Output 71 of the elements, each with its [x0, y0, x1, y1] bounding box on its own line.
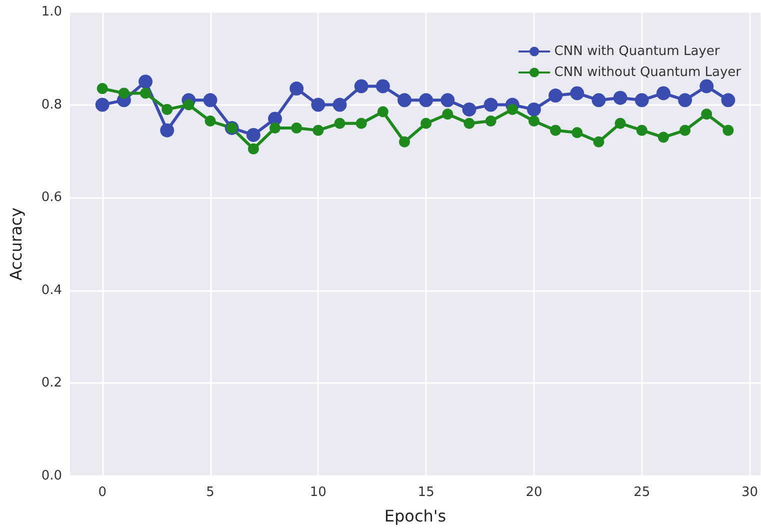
point: [634, 93, 649, 108]
point: [700, 79, 714, 94]
point: [550, 124, 562, 136]
point: [572, 127, 583, 138]
point: [464, 118, 475, 129]
point: [570, 86, 584, 100]
point: [462, 102, 476, 116]
point: [680, 124, 691, 136]
point: [140, 88, 152, 99]
point: [312, 124, 324, 136]
point: [442, 108, 454, 120]
x-tick-label: 30: [741, 485, 758, 500]
y-tick-label: 0.6: [41, 190, 62, 206]
point: [246, 128, 260, 142]
point: [485, 116, 496, 127]
point: [398, 136, 410, 148]
point: [592, 93, 606, 108]
point: [334, 118, 346, 129]
x-tick-label: 5: [206, 485, 214, 500]
point: [96, 83, 108, 94]
point: [614, 118, 626, 129]
point: [311, 98, 326, 112]
point: [332, 98, 347, 112]
point: [440, 93, 455, 108]
y-tick-label: 0.2: [41, 376, 62, 391]
y-tick-label: 0.0: [41, 468, 62, 484]
point: [290, 82, 304, 96]
point: [419, 93, 434, 108]
point: [291, 122, 302, 134]
point: [721, 93, 736, 108]
point: [506, 104, 518, 115]
x-tick-label: 0: [98, 485, 107, 500]
point: [183, 99, 194, 110]
point: [593, 136, 604, 148]
point: [613, 90, 628, 105]
point: [138, 74, 153, 89]
point: [722, 124, 734, 136]
point: [356, 118, 367, 129]
x-tick-label: 10: [310, 485, 326, 500]
x-tick-label: 25: [634, 485, 650, 500]
point: [398, 93, 412, 108]
point: [160, 123, 174, 138]
point: [95, 98, 110, 112]
point: [701, 108, 712, 120]
point: [528, 116, 540, 127]
point: [636, 124, 648, 136]
point: [162, 104, 173, 115]
point: [658, 132, 669, 143]
y-tick-label: 0.8: [41, 97, 62, 112]
point: [678, 93, 692, 108]
y-axis-title: Accuracy: [6, 207, 26, 281]
point: [656, 86, 670, 100]
legend-label: CNN with Quantum Layer: [554, 44, 720, 59]
point: [526, 102, 541, 116]
x-axis-title: Epoch's: [384, 506, 446, 526]
y-tick-label: 1.0: [41, 4, 62, 20]
point: [354, 79, 368, 94]
x-tick-label: 15: [418, 485, 434, 500]
x-tick-label: 20: [526, 485, 542, 500]
point: [420, 118, 432, 129]
point: [377, 106, 388, 118]
point: [548, 88, 563, 103]
point: [484, 98, 498, 112]
legend-label: CNN without Quantum Layer: [554, 65, 742, 80]
point: [376, 79, 390, 94]
point: [204, 116, 216, 127]
point: [270, 122, 281, 134]
y-tick-label: 0.4: [41, 282, 62, 298]
point: [203, 93, 218, 108]
point: [248, 143, 259, 154]
point: [118, 88, 130, 99]
